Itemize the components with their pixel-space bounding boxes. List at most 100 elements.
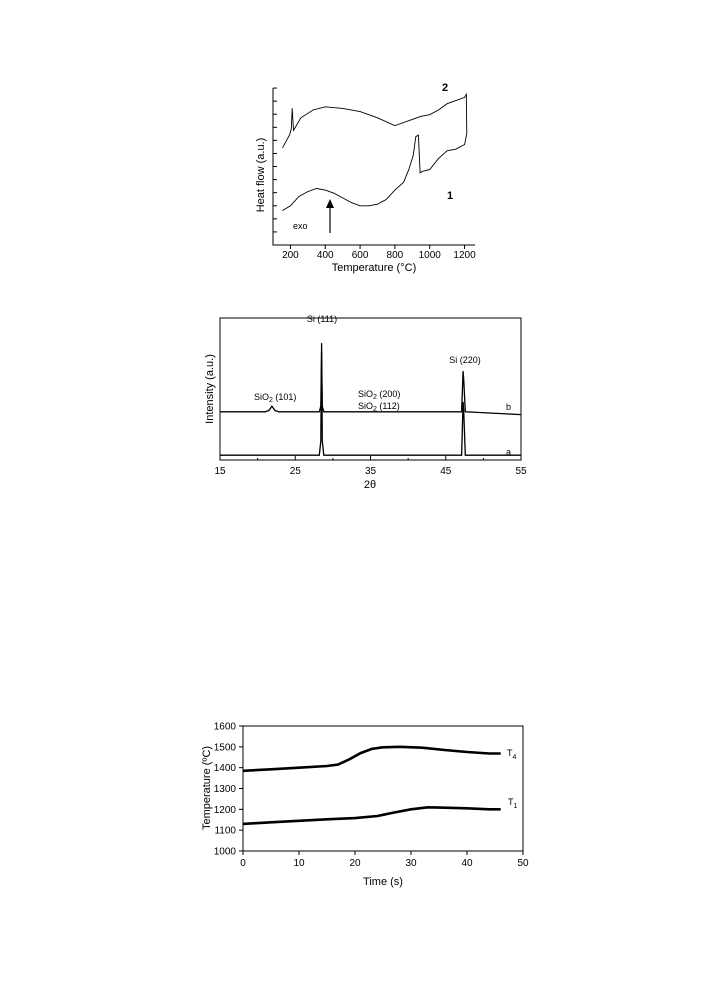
c1-series-point-2 [359, 111, 361, 112]
c1-x-ticks: 200 400 600 800 1000 1200 [282, 245, 476, 261]
c1-series-point-2 [289, 134, 290, 136]
c1-x-tick-label: 400 [317, 250, 334, 261]
c1-series-point-2 [465, 93, 467, 95]
c1-series-point-2 [300, 117, 302, 119]
c2-series-point-b [520, 414, 522, 415]
c3-series-point-T4 [337, 764, 339, 765]
c2-series-point-a [461, 454, 462, 456]
c3-t1-letter: T [508, 797, 514, 807]
c1-series-point-1 [298, 195, 300, 197]
c3-series-point-T4 [326, 765, 328, 767]
c3-series-label-t4: T4 [507, 748, 517, 761]
c1-series-label-1: 1 [447, 190, 453, 202]
c3-y-tick-label: 1600 [214, 722, 237, 733]
c2-sio2-112-hkl: (112) [377, 401, 400, 411]
c1-series-point-1 [282, 210, 283, 211]
c2-x-tick-label: 55 [515, 466, 527, 477]
c1-y-minor-ticks [273, 87, 277, 246]
c2-series-point-b [264, 411, 266, 413]
c2-series-label-a: a [506, 447, 511, 457]
c3-t4-subscript: 4 [513, 754, 517, 761]
c1-series-line-2 [282, 92, 468, 148]
c2-series-point-b [463, 380, 465, 382]
c3-series-point-T1 [270, 821, 272, 823]
c3-series-line-T1 [242, 805, 501, 826]
c3-series-point-T1 [444, 807, 445, 809]
c1-series-point-2 [324, 106, 326, 108]
c2-series-point-a [321, 440, 323, 442]
c1-series-point-1 [455, 148, 457, 150]
c1-series-point-1 [415, 136, 417, 138]
c1-series-point-2 [411, 119, 413, 120]
c2-series-label-b: b [506, 402, 511, 412]
c3-series-point-T4 [242, 770, 244, 772]
c3-t4-letter: T [507, 748, 513, 758]
c1-series-point-2 [438, 109, 439, 111]
chart-xrd: 15 25 35 45 55 2θ Intensity (a.u.) Si (111) … [204, 314, 527, 491]
c1-x-tick-label: 200 [282, 250, 299, 261]
c2-series-point-a [219, 454, 221, 456]
c1-series-point-1 [422, 170, 424, 172]
c1-series-point-1 [408, 169, 410, 170]
c3-x-tick-label: 50 [517, 858, 529, 869]
c1-series-point-1 [419, 172, 421, 174]
c2-series-point-a [520, 454, 522, 456]
c1-series-point-2 [293, 130, 294, 131]
c3-series-point-T4 [371, 748, 373, 750]
c1-series-point-2 [446, 103, 448, 105]
chart-heat-flow: 200 400 600 800 1000 1200 Temperature (°C) He… [255, 82, 476, 274]
c3-series-point-T1 [427, 806, 429, 808]
c2-series-point-a [321, 342, 322, 344]
c3-x-tick-label: 30 [405, 858, 417, 869]
c2-sio2-101-formula: SiO [254, 392, 269, 402]
c3-series-point-T4 [298, 767, 300, 769]
c2-series-point-a [462, 401, 464, 403]
c2-sio2-101-hkl: (101) [273, 392, 297, 402]
c3-y-axis-label: Temperature (ºC) [201, 746, 213, 830]
c2-series-point-a [320, 440, 322, 442]
c3-series-point-T4 [466, 751, 468, 753]
c2-peak-label-sio2-112: SiO2 (112) [358, 401, 400, 413]
c1-series-point-1 [316, 188, 317, 189]
c2-series-point-a [323, 454, 325, 456]
c2-series-point-a [464, 454, 466, 456]
c1-series-point-1 [290, 205, 291, 207]
c2-peak-label-sio2-101: SiO2 (101) [254, 392, 296, 404]
c2-sio2-112-formula: SiO [358, 401, 373, 411]
c3-ticks: 0 10 20 30 40 50 1000 1100 1200 1300 1400 1500 1600 [214, 722, 529, 870]
c1-series-label-2: 2 [442, 82, 448, 94]
chart-temperature-time: 0 10 20 30 40 501000110012001300140015001600 … [201, 722, 529, 889]
c2-sio2-112-subscript: 2 [373, 406, 377, 413]
c3-x-tick-label: 10 [293, 858, 305, 869]
c2-peak-label-si111: Si (111) [307, 314, 337, 324]
c2-series-point-b [461, 411, 462, 413]
c3-series-point-T4 [360, 752, 361, 754]
c2-series-point-a [463, 412, 465, 414]
c3-series-point-T1 [466, 807, 468, 809]
c3-plot-frame [242, 725, 524, 852]
c1-series-point-1 [351, 202, 352, 203]
c1-series-point-1 [377, 203, 378, 205]
c1-series-point-1 [466, 133, 468, 134]
c3-x-tick-label: 20 [349, 858, 361, 869]
c2-peak-label-sio2-200: SiO2 (200) [358, 389, 400, 401]
c1-series-point-2 [342, 108, 344, 109]
c3-series-label-t1: T1 [508, 797, 518, 810]
c3-series-point-T1 [489, 808, 490, 810]
c1-series-point-1 [359, 205, 361, 207]
c1-series-point-1 [446, 150, 448, 152]
c2-series-point-b [464, 411, 466, 413]
c1-x-tick-label: 800 [387, 250, 404, 261]
c1-series-point-2 [420, 115, 422, 117]
c1-series-point-2 [455, 100, 457, 101]
c2-y-axis-label: Intensity (a.u.) [204, 354, 216, 424]
c2-series-point-b [318, 411, 320, 413]
c1-series-point-2 [403, 122, 404, 123]
c3-x-tick-label: 40 [461, 858, 473, 869]
c3-series-point-T1 [326, 818, 328, 820]
c1-series-point-2 [464, 97, 465, 98]
c3-series-point-T4 [399, 746, 401, 748]
c2-series-point-b [323, 411, 325, 413]
c3-series-point-T1 [500, 808, 501, 810]
